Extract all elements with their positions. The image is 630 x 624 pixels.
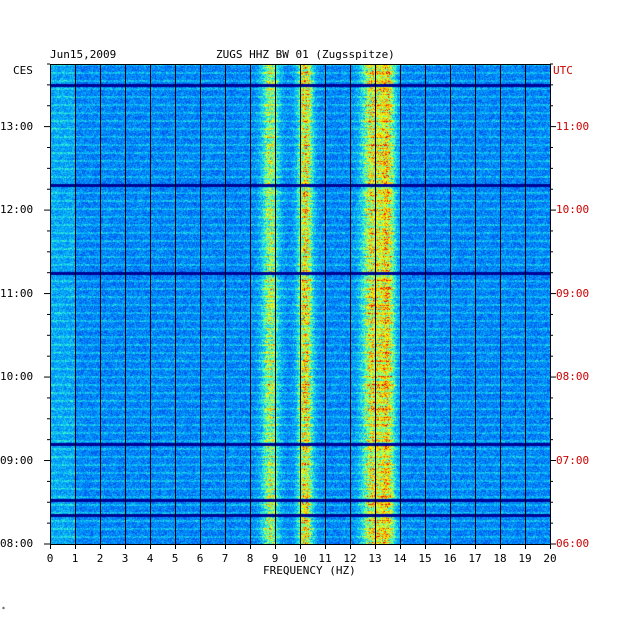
x-tick-label: 16 <box>443 552 457 565</box>
x-axis-label: FREQUENCY (HZ) <box>263 564 356 577</box>
x-tick-label: 6 <box>196 552 204 565</box>
timezone-label-right: UTC <box>553 64 573 77</box>
timezone-label-left: CES <box>13 64 33 77</box>
x-tick-label: 17 <box>468 552 482 565</box>
x-tick-label: 2 <box>96 552 104 565</box>
x-tick-label: 5 <box>171 552 179 565</box>
y-tick-label-left: 09:00 <box>0 453 34 467</box>
y-tick-label-right: 06:00 <box>556 537 590 550</box>
x-tick-label: 13 <box>368 552 382 565</box>
chart-date: Jun15,2009 <box>50 48 117 61</box>
x-tick-label: 4 <box>146 552 154 565</box>
x-tick-label: 18 <box>493 552 507 565</box>
x-tick-label: 12 <box>343 552 357 565</box>
y-tick-label-right: 11:00 <box>556 119 590 133</box>
y-tick-label-right: 09:00 <box>556 286 590 300</box>
x-tick-label: 19 <box>518 552 532 565</box>
y-tick-label-left: 13:00 <box>0 119 34 133</box>
y-tick-label-left: 11:00 <box>0 286 34 300</box>
x-tick-label: 10 <box>293 552 307 565</box>
x-tick-label: 9 <box>271 552 279 565</box>
x-tick-label: 0 <box>46 552 54 565</box>
y-tick-label-left: 12:00 <box>0 203 34 217</box>
y-tick-label-left: 10:00 <box>0 370 34 384</box>
x-tick-label: 15 <box>418 552 432 565</box>
y-tick-label-right: 08:00 <box>556 370 590 384</box>
x-tick-label: 1 <box>71 552 79 565</box>
x-tick-label: 3 <box>121 552 129 565</box>
x-tick-label: 7 <box>221 552 229 565</box>
x-tick-label: 14 <box>393 552 407 565</box>
corner-mark: * <box>2 606 5 613</box>
plot-frame <box>50 64 551 545</box>
x-tick-label: 8 <box>246 552 254 565</box>
y-tick-label-right: 10:00 <box>556 203 590 217</box>
y-tick-label-right: 07:00 <box>556 453 590 467</box>
x-tick-label: 20 <box>543 552 557 565</box>
x-tick-label: 11 <box>318 552 332 565</box>
y-tick-label-left: 08:00 <box>0 537 34 550</box>
chart-title: ZUGS HHZ BW 01 (Zugsspitze) <box>216 48 395 61</box>
